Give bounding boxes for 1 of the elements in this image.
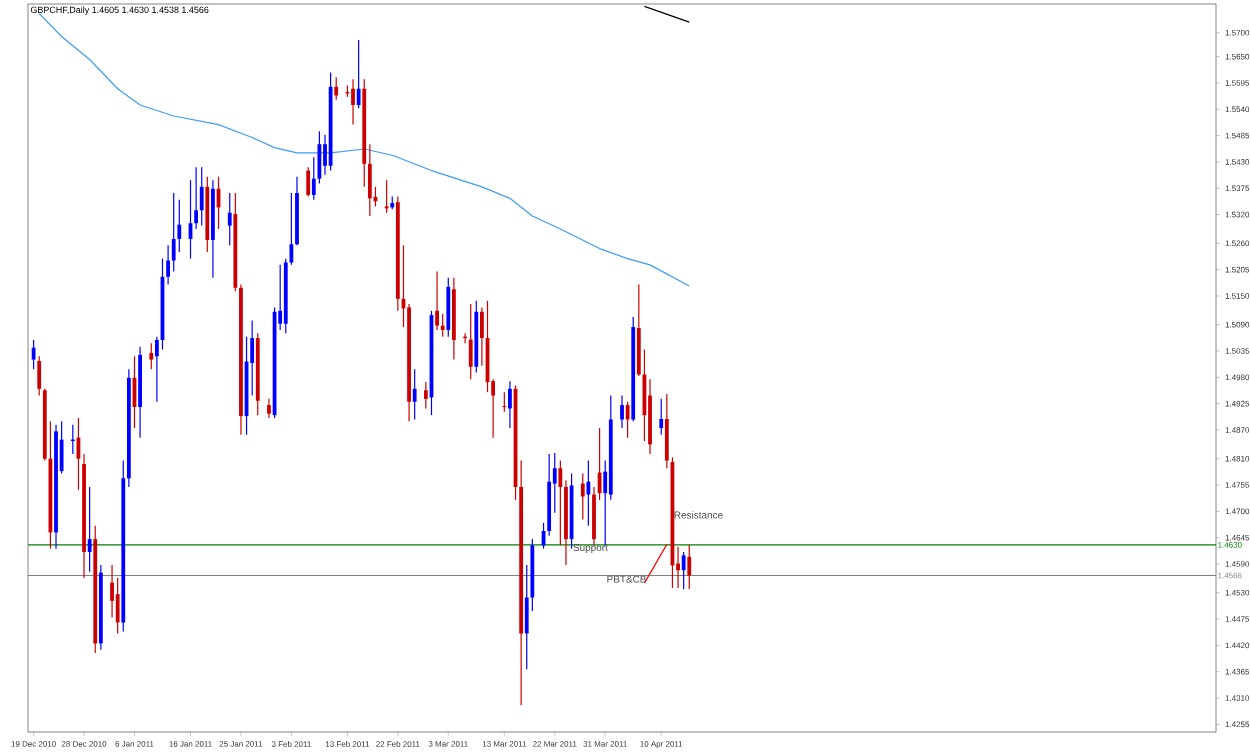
line-series (38, 12, 690, 287)
